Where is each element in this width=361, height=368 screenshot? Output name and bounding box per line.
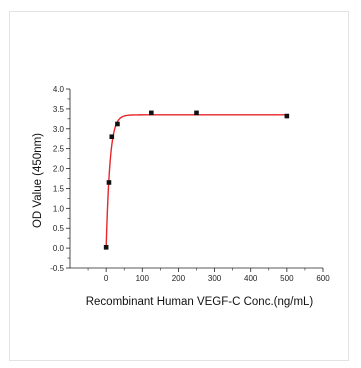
y-tick-label-0.5: 0.5: [53, 224, 65, 233]
y-tick-label-4.0: 4.0: [53, 85, 65, 94]
tick-marks: [66, 88, 324, 272]
x-tick-label-600: 600: [316, 274, 330, 283]
y-tick-label-1.5: 1.5: [53, 184, 65, 193]
chart-frame: [9, 11, 349, 361]
x-tick-label-300: 300: [208, 274, 222, 283]
fit-curve: [105, 114, 287, 249]
data-point: [284, 113, 290, 119]
x-tick-label-100: 100: [136, 274, 150, 283]
y-tick-label-2.5: 2.5: [53, 145, 65, 154]
x-tick-label-0: 0: [104, 274, 109, 283]
x-tick-label-500: 500: [280, 274, 294, 283]
data-point: [106, 180, 112, 185]
y-tick-label-3.5: 3.5: [53, 105, 65, 114]
tick-labels: 0 100 200 300 400 500 600 -0.5 0.0 0.5 1.0 1.5 2.0 2.…: [50, 85, 330, 283]
y-tick-label-2.0: 2.0: [53, 165, 65, 174]
data-point: [194, 110, 199, 116]
x-tick-label-400: 400: [244, 274, 258, 283]
data-point: [115, 121, 120, 127]
y-tick-label-0.0: 0.0: [53, 244, 65, 253]
x-axis-label: Recombinant Human VEGF-C Conc.(ng/mL): [86, 296, 314, 308]
fit-curve-layer: [105, 114, 287, 249]
data-point: [103, 245, 109, 250]
data-point: [109, 134, 115, 140]
y-tick-label-3.0: 3.0: [53, 125, 65, 134]
y-tick-label-1.0: 1.0: [53, 204, 65, 213]
x-tick-label-200: 200: [172, 274, 186, 283]
data-point: [149, 110, 154, 116]
y-axis-label: OD Value (450nm): [32, 133, 44, 228]
y-tick-label--0.5: -0.5: [50, 264, 64, 273]
data-points: [103, 110, 290, 250]
